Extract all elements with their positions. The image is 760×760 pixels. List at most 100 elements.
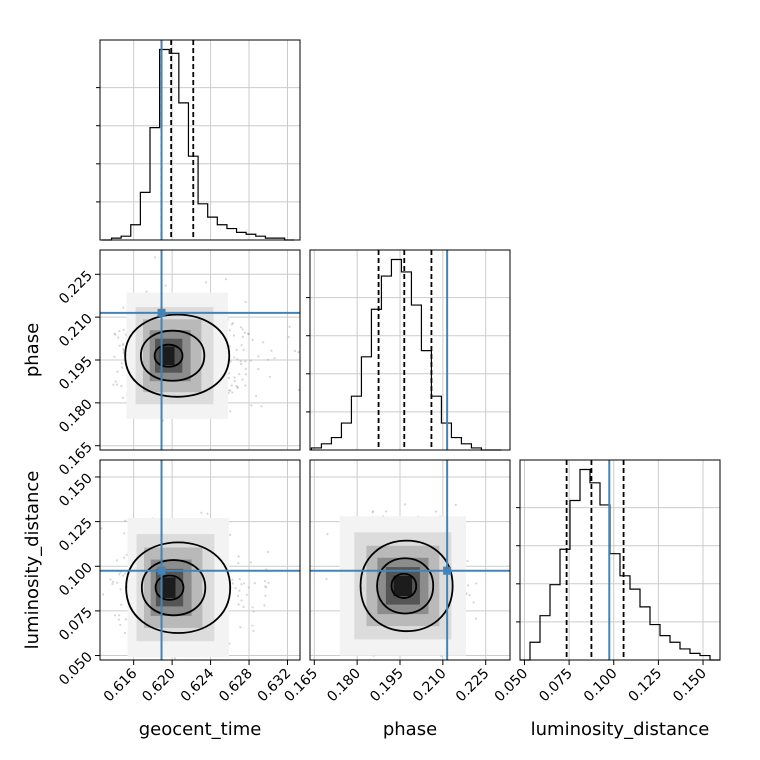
- scatter-point: [257, 368, 260, 371]
- scatter-point: [237, 603, 240, 606]
- scatter-point: [270, 349, 273, 352]
- scatter-point: [474, 617, 478, 620]
- scatter-point: [122, 349, 125, 352]
- scatter-point: [264, 585, 267, 588]
- scatter-point: [124, 572, 127, 575]
- x-tick-label-luminosity-distance: 0.150: [670, 666, 710, 706]
- panel-frame: [309, 459, 511, 661]
- histogram-luminosity-distance: [520, 468, 720, 661]
- panel-frame: [99, 249, 301, 451]
- scatter-point: [120, 385, 123, 388]
- scatter-point: [245, 593, 248, 596]
- scatter-point: [247, 586, 250, 589]
- scatter-point: [468, 594, 471, 597]
- scatter-point: [112, 580, 115, 583]
- scatter-point: [230, 323, 233, 326]
- scatter-point: [121, 396, 125, 399]
- scatter-point: [115, 383, 119, 386]
- scatter-point: [267, 358, 270, 361]
- scatter-point: [234, 587, 237, 590]
- scatter-point: [247, 332, 250, 336]
- scatter-point: [228, 642, 231, 645]
- truth-marker: [157, 308, 166, 317]
- panel-frame: [309, 249, 511, 451]
- scatter-point: [251, 606, 254, 609]
- scatter-point: [116, 370, 119, 373]
- x-tick-label-phase: 0.180: [324, 666, 364, 706]
- scatter-point: [237, 562, 240, 565]
- scatter-point: [118, 614, 121, 617]
- scatter-point: [238, 589, 241, 592]
- scatter-point: [122, 347, 125, 351]
- scatter-point: [287, 336, 290, 339]
- scatter-point: [233, 356, 236, 359]
- scatter-point: [371, 511, 374, 514]
- scatter-point: [466, 560, 469, 563]
- scatter-point: [115, 559, 118, 562]
- scatter-point: [251, 338, 254, 341]
- scatter-point: [266, 550, 270, 554]
- scatter-point: [249, 561, 252, 564]
- y-tick-label-phase: 0.180: [56, 396, 96, 436]
- x-tick-label-geocent-time: 0.624: [178, 665, 218, 705]
- y-tick-label-luminosity-distance: 0.150: [56, 470, 96, 510]
- scatter-point: [238, 578, 241, 581]
- scatter-point: [205, 281, 208, 284]
- panel-geocent-time-vs-luminosity-distance: [99, 459, 310, 661]
- scatter-point: [240, 326, 243, 329]
- scatter-point: [121, 342, 124, 345]
- scatter-point: [472, 601, 475, 604]
- scatter-point: [124, 519, 127, 522]
- scatter-point: [264, 594, 267, 597]
- contour-level-2: [139, 329, 206, 382]
- scatter-point: [102, 593, 105, 596]
- scatter-point: [252, 610, 255, 613]
- contour-level-1: [390, 572, 418, 599]
- x-tick-label-phase: 0.210: [410, 666, 450, 706]
- scatter-point: [325, 577, 328, 581]
- x-tick-label-geocent-time: 0.628: [216, 666, 256, 706]
- panel-content: [310, 460, 510, 660]
- scatter-point: [467, 584, 470, 587]
- scatter-point: [117, 336, 120, 339]
- scatter-point: [262, 341, 265, 344]
- scatter-point: [243, 331, 247, 334]
- scatter-point: [475, 582, 478, 585]
- scatter-point: [154, 256, 157, 259]
- scatter-point: [242, 348, 245, 352]
- scatter-point: [114, 333, 117, 336]
- contour-level-3: [125, 541, 232, 634]
- scatter-point: [119, 588, 122, 591]
- scatter-point: [250, 404, 253, 407]
- scatter-point: [243, 582, 246, 585]
- scatter-point: [113, 332, 116, 335]
- scatter-point: [297, 388, 300, 391]
- scatter-point: [123, 532, 126, 535]
- scatter-point: [238, 373, 241, 376]
- diagonal-panel-geocent-time: [96, 39, 301, 241]
- scatter-point: [255, 394, 258, 398]
- scatter-point: [122, 351, 125, 354]
- x-axis-label-geocent-time: geocent_time: [139, 719, 262, 740]
- scatter-point: [173, 657, 177, 660]
- scatter-point: [119, 623, 122, 626]
- scatter-point: [372, 510, 375, 513]
- panel-content: [100, 460, 310, 660]
- scatter-point: [241, 328, 244, 331]
- contour-level-1: [153, 343, 184, 368]
- x-tick-label-luminosity-distance: 0.100: [581, 666, 621, 706]
- density-block: [393, 575, 413, 597]
- panel-frame: [519, 459, 721, 661]
- scatter-point: [124, 333, 128, 336]
- panel-phase-vs-luminosity-distance: [309, 459, 511, 661]
- scatter-point: [231, 582, 235, 585]
- y-tick-label-luminosity-distance: 0.050: [56, 649, 96, 689]
- scatter-point: [249, 359, 252, 362]
- scatter-point: [124, 618, 128, 621]
- scatter-point: [263, 604, 266, 607]
- y-tick-label-luminosity-distance: 0.125: [56, 515, 96, 555]
- x-tick-label-luminosity-distance: 0.125: [626, 666, 666, 706]
- panel-frame: [99, 39, 301, 241]
- scatter-point: [308, 599, 310, 601]
- y-tick-label-phase: 0.210: [56, 311, 96, 351]
